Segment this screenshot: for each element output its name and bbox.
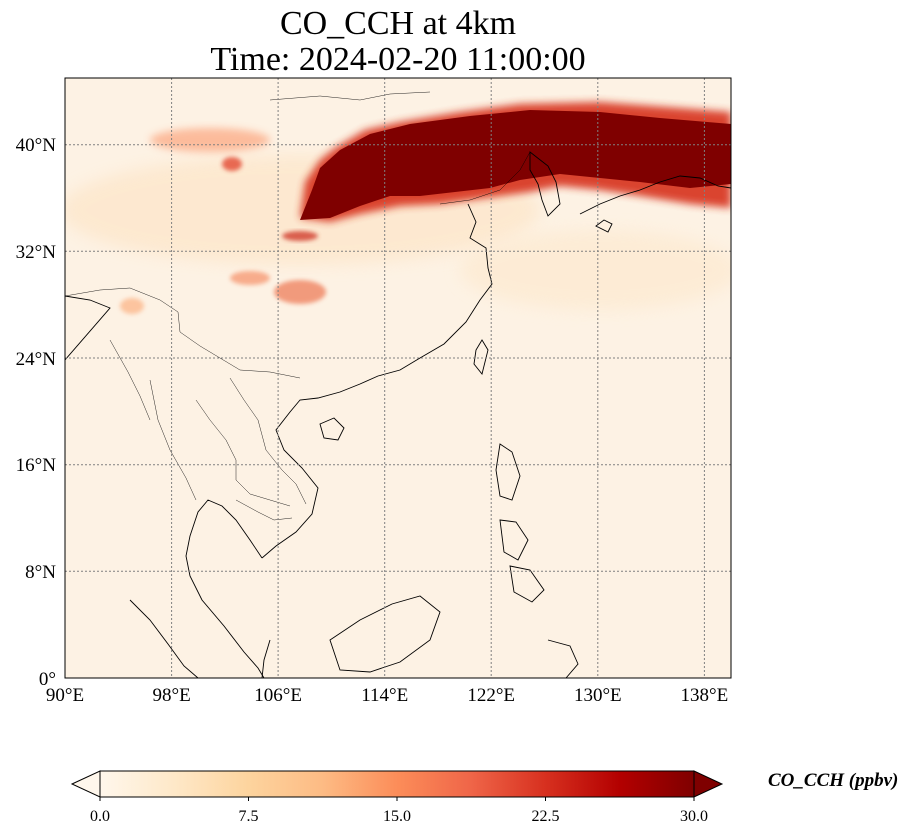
co-plume-core bbox=[300, 110, 731, 220]
concentration-spot-c bbox=[274, 280, 326, 304]
lat-tick-labels: 0° 8°N 16°N 24°N 32°N 40°N bbox=[16, 135, 57, 690]
lat-tick-label: 40°N bbox=[16, 135, 57, 156]
borneo-island bbox=[329, 595, 441, 673]
kyushu-island bbox=[595, 219, 613, 233]
lat-tick-label: 24°N bbox=[16, 349, 57, 370]
lon-tick-label: 114°E bbox=[361, 685, 408, 706]
concentration-spot-e bbox=[282, 231, 318, 241]
hainan-island bbox=[319, 417, 345, 441]
bangladesh-coast bbox=[65, 295, 111, 361]
concentration-spot-b bbox=[230, 271, 270, 285]
japan-coast bbox=[579, 175, 731, 215]
lat-tick-label: 0° bbox=[39, 669, 56, 690]
colorbar-tick-label: 0.0 bbox=[90, 808, 110, 825]
map-title-line1: CO_CCH at 4km bbox=[279, 5, 517, 42]
taiwan-island bbox=[473, 339, 489, 375]
colorbar-tick-label: 22.5 bbox=[532, 808, 560, 825]
border-mongolia bbox=[269, 91, 431, 101]
lon-tick-labels: 90°E 98°E 106°E 114°E 122°E 130°E 138°E bbox=[46, 685, 728, 706]
border-laos-vietnam bbox=[229, 377, 307, 505]
visayas-islands bbox=[499, 519, 529, 561]
border-laos-thailand bbox=[195, 399, 291, 507]
colorbar-tick-label: 7.5 bbox=[239, 808, 259, 825]
concentration-streak-west bbox=[150, 128, 270, 152]
andaman-coast bbox=[129, 599, 199, 678]
map-panel bbox=[65, 78, 731, 678]
border-cambodia bbox=[235, 499, 293, 521]
colorbar-label: CO_CCH (ppbv) bbox=[768, 770, 899, 791]
border-myanmar-thailand bbox=[149, 379, 197, 501]
colorbar-tick-label: 15.0 bbox=[383, 808, 411, 825]
lat-tick-label: 32°N bbox=[16, 242, 57, 263]
korea-peninsula bbox=[529, 151, 561, 217]
lon-tick-label: 130°E bbox=[574, 685, 622, 706]
lat-tick-label: 16°N bbox=[16, 455, 57, 476]
concentration-haze-east bbox=[460, 230, 731, 310]
map-frame bbox=[64, 77, 732, 679]
concentration-spot-d bbox=[120, 298, 144, 314]
coastlines bbox=[65, 151, 731, 678]
concentration-spot-a bbox=[222, 157, 242, 171]
mindanao-island bbox=[509, 565, 545, 603]
map-title-line2: Time: 2024-02-20 11:00:00 bbox=[210, 41, 586, 78]
colorbar-gradient bbox=[99, 770, 695, 798]
colorbar-ticks bbox=[99, 797, 695, 801]
colorbar-extend-max bbox=[693, 770, 724, 798]
sulawesi-island bbox=[547, 639, 579, 678]
colorbar: 0.0 7.5 15.0 22.5 30.0 bbox=[70, 770, 724, 825]
lon-tick-label: 90°E bbox=[46, 685, 84, 706]
lat-tick-label: 8°N bbox=[25, 562, 56, 583]
lon-tick-label: 106°E bbox=[254, 685, 302, 706]
country-borders bbox=[65, 91, 531, 521]
china-vietnam-coastline bbox=[261, 203, 493, 559]
lon-tick-label: 122°E bbox=[467, 685, 515, 706]
colorbar-tick-label: 30.0 bbox=[680, 808, 708, 825]
concentration-field bbox=[65, 102, 731, 314]
border-china-korea bbox=[439, 151, 531, 205]
gulf-of-thailand-coast bbox=[185, 499, 265, 678]
lon-tick-label: 138°E bbox=[681, 685, 729, 706]
malaya-peninsula-tip bbox=[261, 639, 271, 678]
colorbar-extend-min bbox=[70, 770, 101, 798]
border-myanmar-west bbox=[109, 339, 151, 421]
gridlines bbox=[65, 78, 731, 678]
luzon-island bbox=[495, 443, 521, 501]
lon-tick-label: 98°E bbox=[152, 685, 190, 706]
border-china-south bbox=[65, 287, 301, 379]
